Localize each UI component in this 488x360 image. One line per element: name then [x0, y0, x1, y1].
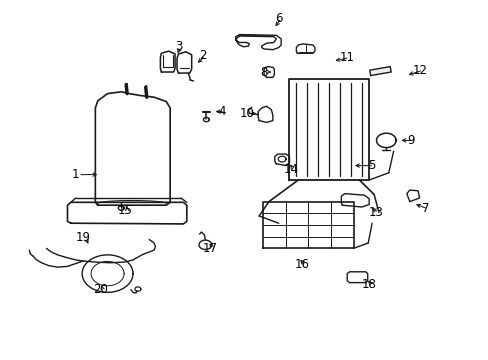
- Text: 16: 16: [294, 258, 309, 271]
- Text: 11: 11: [339, 51, 354, 64]
- Text: 18: 18: [361, 278, 376, 291]
- Text: 17: 17: [203, 242, 217, 255]
- Text: 6: 6: [274, 12, 282, 24]
- Text: 4: 4: [218, 105, 226, 118]
- Text: 8: 8: [260, 66, 267, 78]
- Text: 9: 9: [406, 134, 414, 147]
- Text: 10: 10: [239, 107, 254, 120]
- Text: 7: 7: [421, 202, 428, 215]
- Text: 15: 15: [117, 204, 132, 217]
- Text: 3: 3: [174, 40, 182, 53]
- Text: 5: 5: [367, 159, 375, 172]
- Text: 19: 19: [76, 231, 90, 244]
- Text: 20: 20: [93, 283, 107, 296]
- Text: 1: 1: [72, 168, 80, 181]
- Text: 14: 14: [283, 163, 298, 176]
- Text: 13: 13: [368, 206, 383, 219]
- Text: 2: 2: [199, 49, 206, 62]
- Polygon shape: [369, 67, 390, 76]
- Text: 12: 12: [412, 64, 427, 77]
